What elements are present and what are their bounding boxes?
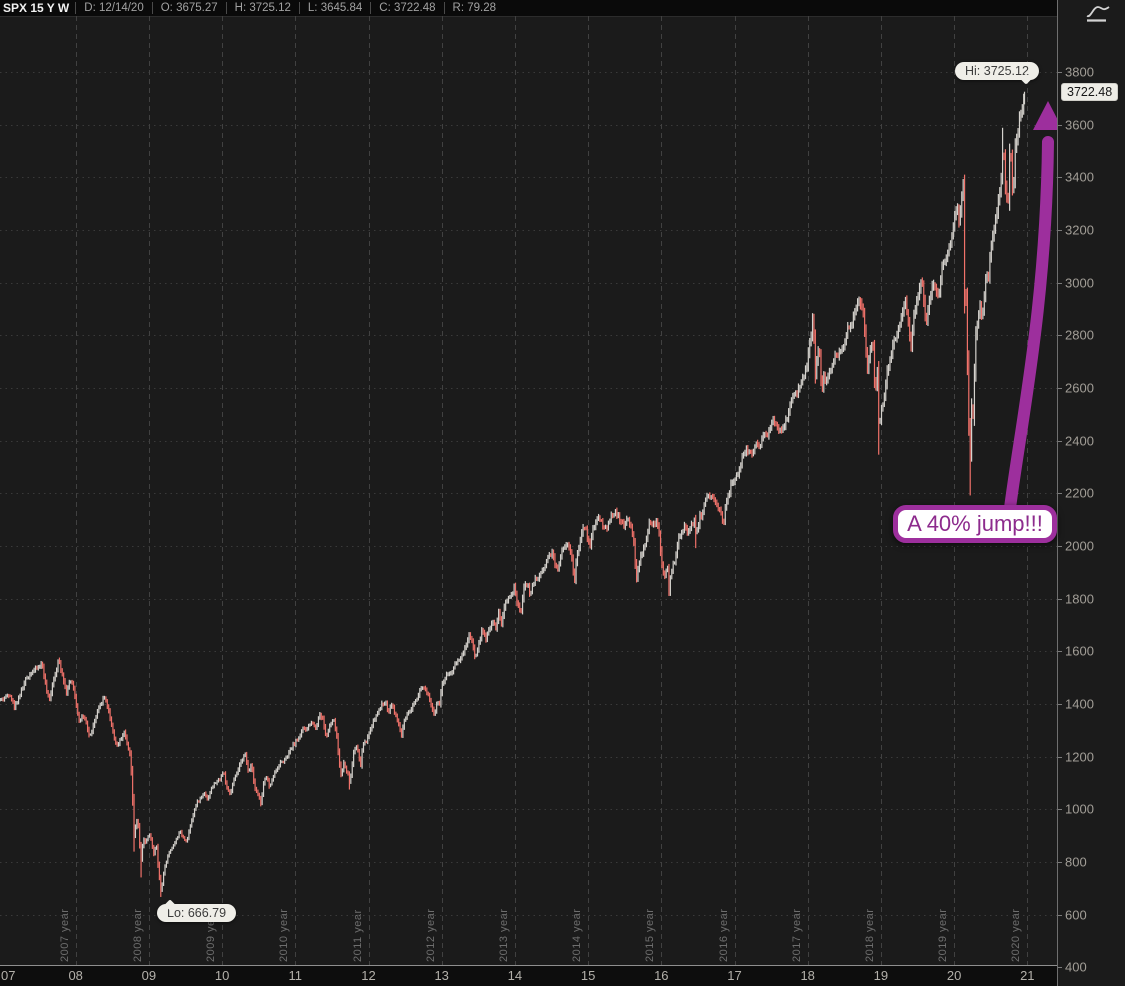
- y-axis-tick: [1058, 493, 1062, 495]
- y-axis-tick-label: 3400: [1065, 169, 1094, 185]
- ohlc-field: H: 3725.12: [225, 2, 299, 14]
- y-axis-tick-label: 1200: [1065, 749, 1094, 765]
- y-axis-tick: [1058, 440, 1062, 442]
- symbol-title: SPX 15 Y W: [3, 1, 70, 15]
- y-axis-tick: [1058, 229, 1062, 231]
- x-axis-year-label: 20: [946, 968, 962, 983]
- y-axis-tick: [1058, 177, 1062, 179]
- y-axis-tick: [1058, 861, 1062, 863]
- y-axis-tick: [1058, 703, 1062, 705]
- y-axis-tick-label: 2200: [1065, 485, 1094, 501]
- y-axis-tick-label: 3000: [1065, 275, 1094, 291]
- y-axis-tick: [1058, 809, 1062, 811]
- high-marker-pill: Hi: 3725.12: [955, 62, 1039, 80]
- y-axis-tick-label: 2400: [1065, 433, 1094, 449]
- x-axis-year-label: 07: [1, 968, 16, 983]
- y-axis-tick: [1058, 651, 1062, 653]
- jump-annotation-text: A 40% jump!!!: [907, 511, 1043, 536]
- x-axis-year-label: 09: [141, 968, 157, 983]
- ohlc-field: O: 3675.27: [151, 2, 226, 14]
- y-axis-tick: [1058, 914, 1062, 916]
- y-axis-tick: [1058, 124, 1062, 126]
- x-axis-year-label: 13: [434, 968, 449, 983]
- jump-annotation-box[interactable]: A 40% jump!!!: [893, 505, 1057, 543]
- ohlc-field: C: 3722.48: [370, 2, 443, 14]
- y-axis-spine: [1057, 0, 1058, 986]
- y-axis-tick-label: 1000: [1065, 801, 1094, 817]
- y-axis-tick: [1058, 282, 1062, 284]
- y-axis-tick: [1058, 598, 1062, 600]
- ohlc-field: R: 79.28: [443, 2, 504, 14]
- y-axis-tick-label: 400: [1065, 959, 1087, 975]
- price-chart-canvas[interactable]: [0, 16, 1057, 965]
- y-axis-tick: [1058, 335, 1062, 337]
- x-axis-separator-line: [0, 965, 1057, 966]
- chart-style-icon[interactable]: [1085, 3, 1111, 24]
- y-axis-tick: [1058, 72, 1062, 73]
- x-axis-year-label: 10: [214, 968, 230, 983]
- y-axis-tick-label: 1800: [1065, 591, 1094, 607]
- y-axis-tick-label: 3800: [1065, 64, 1094, 80]
- x-axis-year-label: 12: [361, 968, 376, 983]
- y-axis-tick: [1058, 387, 1062, 389]
- ohlc-field: L: 3645.84: [298, 2, 370, 14]
- x-axis-year-label: 17: [727, 968, 742, 983]
- y-axis-tick: [1058, 756, 1062, 758]
- chart-plot-area[interactable]: 2007 year2008 year2009 year2010 year2011…: [0, 16, 1057, 965]
- x-axis-year-label: 11: [288, 968, 303, 983]
- x-axis-year-label: 18: [800, 968, 815, 983]
- x-axis-year-label: 16: [654, 968, 669, 983]
- y-axis-tick-label: 3600: [1065, 117, 1094, 133]
- x-axis-year-label: 15: [580, 968, 596, 983]
- x-axis-year-label: 19: [873, 968, 889, 983]
- ohlc-header-bar: SPX 15 Y W D: 12/14/20 O: 3675.27 H: 3725.…: [0, 0, 1057, 17]
- y-axis-tick-label: 800: [1065, 854, 1087, 870]
- x-axis-year-label: 08: [68, 968, 83, 983]
- x-axis-year-label: 14: [507, 968, 523, 983]
- low-marker-pill: Lo: 666.79: [157, 904, 237, 922]
- x-axis[interactable]: 07 08 09 10 11 12 13 14 15 16 17 18 19 20 21: [0, 966, 1057, 986]
- y-axis-tick-label: 1400: [1065, 696, 1094, 712]
- last-price-label: 3722.48: [1061, 83, 1119, 101]
- ohlc-field: D: 12/14/20: [75, 2, 151, 14]
- y-axis[interactable]: 3722.48 3800 3600 3400 3200 3000 2800 2600 2400…: [1057, 0, 1125, 986]
- y-axis-tick-label: 2000: [1065, 538, 1094, 554]
- y-axis-tick-label: 2600: [1065, 380, 1094, 396]
- y-axis-tick-label: 3200: [1065, 222, 1094, 238]
- y-axis-tick-label: 1600: [1065, 643, 1094, 659]
- y-axis-tick: [1058, 545, 1062, 547]
- y-axis-tick: [1058, 967, 1062, 969]
- ohlc-fields: D: 12/14/20 O: 3675.27 H: 3725.12 L: 3645.8…: [75, 0, 504, 16]
- y-axis-tick-label: 2800: [1065, 327, 1094, 343]
- y-axis-tick-label: 600: [1065, 907, 1087, 923]
- x-axis-year-label: 21: [1020, 968, 1035, 983]
